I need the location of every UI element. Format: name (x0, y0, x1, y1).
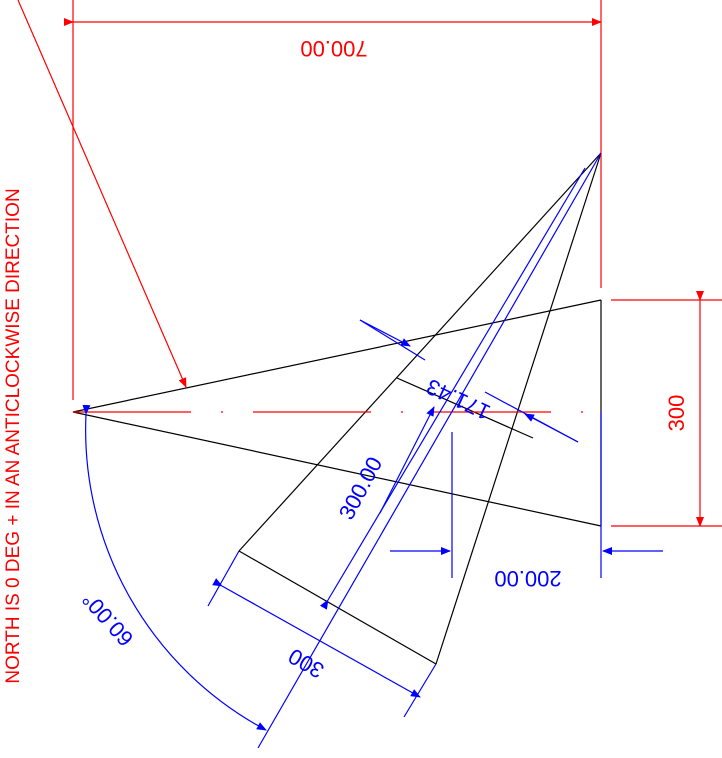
dim-label-700: 700.00 (300, 36, 367, 61)
wedge-top-edge (72, 299, 602, 413)
dim-line-300-apex (319, 167, 586, 610)
dim-line-300-apex-arrow (379, 406, 435, 514)
north-note: NORTH IS 0 DEG + IN AN ANTICLOCKWISE DIR… (3, 188, 24, 683)
triangle-left-edge (238, 152, 602, 552)
leader-line (17, 0, 187, 388)
dim-label-300-right: 300 (664, 395, 689, 432)
ext-line-171-b (484, 391, 579, 443)
ext-line-171-a (359, 319, 426, 361)
triangle-inner-chord (396, 377, 534, 439)
blue-annotations (82, 152, 663, 749)
angle-arc-60 (82, 404, 267, 731)
ext-line-base-left (207, 550, 240, 607)
dim-line-171 (359, 319, 411, 347)
dim-line-300-base (212, 578, 421, 698)
triangle-base-edge (238, 550, 437, 665)
red-annotations (17, 0, 722, 527)
dim-label-200: 200.00 (494, 566, 561, 591)
triangle-right-edge (435, 152, 602, 665)
dim-label-300-base: 300 (284, 643, 328, 683)
